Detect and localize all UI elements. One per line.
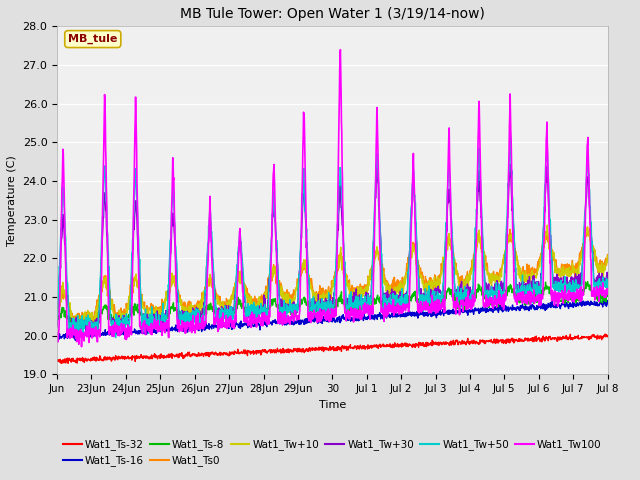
Wat1_Tw+30 xyxy=(303,245,310,251)
Wat1_Tw100 xyxy=(604,291,611,297)
Line: Wat1_Ts0: Wat1_Ts0 xyxy=(57,227,607,324)
Wat1_Tw100 xyxy=(53,330,61,336)
Wat1_Tw+10 xyxy=(433,285,440,290)
Wat1_Tw+30 xyxy=(335,206,343,212)
Wat1_Ts-16 xyxy=(152,330,160,336)
Wat1_Ts0 xyxy=(53,303,61,309)
Text: MB_tule: MB_tule xyxy=(68,34,118,44)
Wat1_Ts-16 xyxy=(596,297,604,302)
Wat1_Tw+10 xyxy=(152,303,160,309)
Wat1_Tw100 xyxy=(152,318,160,324)
Wat1_Ts-8 xyxy=(81,323,88,329)
Wat1_Tw100 xyxy=(337,47,344,52)
Wat1_Tw+50 xyxy=(53,316,61,322)
Wat1_Ts-16 xyxy=(335,315,343,321)
Wat1_Ts-32 xyxy=(303,348,310,354)
Wat1_Tw+10 xyxy=(604,253,611,259)
Legend: Wat1_Ts-32, Wat1_Ts-16, Wat1_Ts-8, Wat1_Ts0, Wat1_Tw+10, Wat1_Tw+30, Wat1_Tw+50,: Wat1_Ts-32, Wat1_Ts-16, Wat1_Ts-8, Wat1_… xyxy=(59,435,606,471)
Wat1_Tw+10 xyxy=(569,263,577,269)
Wat1_Ts-32 xyxy=(64,359,72,364)
Line: Wat1_Ts-8: Wat1_Ts-8 xyxy=(57,282,607,326)
Wat1_Tw+10 xyxy=(53,307,61,313)
Wat1_Ts-32 xyxy=(604,334,611,339)
Wat1_Tw+50 xyxy=(569,278,577,284)
Line: Wat1_Ts-32: Wat1_Ts-32 xyxy=(57,334,607,363)
Wat1_Ts-32 xyxy=(335,344,343,350)
Wat1_Tw100 xyxy=(433,307,441,313)
Wat1_Tw+10 xyxy=(543,222,551,228)
Wat1_Ts0 xyxy=(604,252,611,257)
Wat1_Ts-8 xyxy=(63,314,71,320)
Wat1_Tw+50 xyxy=(63,279,71,285)
Wat1_Tw+50 xyxy=(152,315,160,321)
Wat1_Tw100 xyxy=(335,113,343,119)
Line: Wat1_Tw+50: Wat1_Tw+50 xyxy=(57,136,607,337)
Wat1_Ts-16 xyxy=(72,337,79,343)
Wat1_Ts0 xyxy=(433,283,440,288)
Wat1_Tw+50 xyxy=(335,182,343,188)
Wat1_Ts-16 xyxy=(433,310,440,316)
Wat1_Ts-8 xyxy=(568,298,576,303)
Wat1_Tw+50 xyxy=(507,133,515,139)
Wat1_Tw100 xyxy=(63,329,71,335)
Wat1_Ts0 xyxy=(303,269,310,275)
Wat1_Ts-8 xyxy=(303,302,310,308)
Wat1_Ts-32 xyxy=(433,341,440,347)
Wat1_Ts-8 xyxy=(433,302,440,308)
Wat1_Ts-32 xyxy=(53,357,61,363)
X-axis label: Time: Time xyxy=(319,400,346,409)
Wat1_Tw+50 xyxy=(303,233,310,239)
Wat1_Tw+30 xyxy=(63,295,71,300)
Wat1_Tw+30 xyxy=(604,280,611,286)
Wat1_Tw+50 xyxy=(112,335,120,340)
Wat1_Ts0 xyxy=(152,308,160,313)
Title: MB Tule Tower: Open Water 1 (3/19/14-now): MB Tule Tower: Open Water 1 (3/19/14-now… xyxy=(180,7,484,21)
Wat1_Tw100 xyxy=(569,292,577,298)
Wat1_Tw+30 xyxy=(66,333,74,339)
Line: Wat1_Ts-16: Wat1_Ts-16 xyxy=(57,300,607,340)
Wat1_Ts-8 xyxy=(604,290,611,296)
Wat1_Ts-8 xyxy=(584,279,591,285)
Wat1_Tw+50 xyxy=(433,292,440,298)
Wat1_Ts-32 xyxy=(568,337,576,343)
Wat1_Ts-32 xyxy=(602,331,610,337)
Wat1_Ts-16 xyxy=(303,319,310,325)
Wat1_Ts-16 xyxy=(53,334,61,340)
Wat1_Tw+10 xyxy=(63,300,71,306)
Wat1_Ts0 xyxy=(584,224,591,230)
Wat1_Ts0 xyxy=(63,299,71,305)
Line: Wat1_Tw+30: Wat1_Tw+30 xyxy=(57,160,607,336)
Wat1_Ts0 xyxy=(335,252,343,258)
Wat1_Ts0 xyxy=(83,322,90,327)
Wat1_Tw+30 xyxy=(53,324,61,330)
Wat1_Tw+30 xyxy=(373,157,381,163)
Line: Wat1_Tw+10: Wat1_Tw+10 xyxy=(57,225,607,327)
Wat1_Tw+10 xyxy=(335,265,343,271)
Wat1_Tw+10 xyxy=(303,258,310,264)
Y-axis label: Temperature (C): Temperature (C) xyxy=(7,155,17,246)
Wat1_Ts-32 xyxy=(152,352,160,358)
Wat1_Ts-16 xyxy=(568,304,576,310)
Wat1_Ts-8 xyxy=(53,316,61,322)
Wat1_Tw100 xyxy=(77,344,85,349)
Wat1_Tw+30 xyxy=(569,275,577,280)
Wat1_Ts-32 xyxy=(58,360,65,366)
Wat1_Ts-8 xyxy=(152,315,160,321)
Wat1_Tw+30 xyxy=(433,292,441,298)
Wat1_Tw+50 xyxy=(604,284,611,290)
Wat1_Ts0 xyxy=(568,258,576,264)
Line: Wat1_Tw100: Wat1_Tw100 xyxy=(57,49,607,347)
Wat1_Tw+10 xyxy=(72,324,79,330)
Wat1_Tw100 xyxy=(303,226,310,232)
Wat1_Ts-16 xyxy=(63,336,71,341)
Wat1_Tw+30 xyxy=(152,314,160,320)
Wat1_Ts-8 xyxy=(335,295,343,300)
Wat1_Ts-16 xyxy=(604,298,611,303)
